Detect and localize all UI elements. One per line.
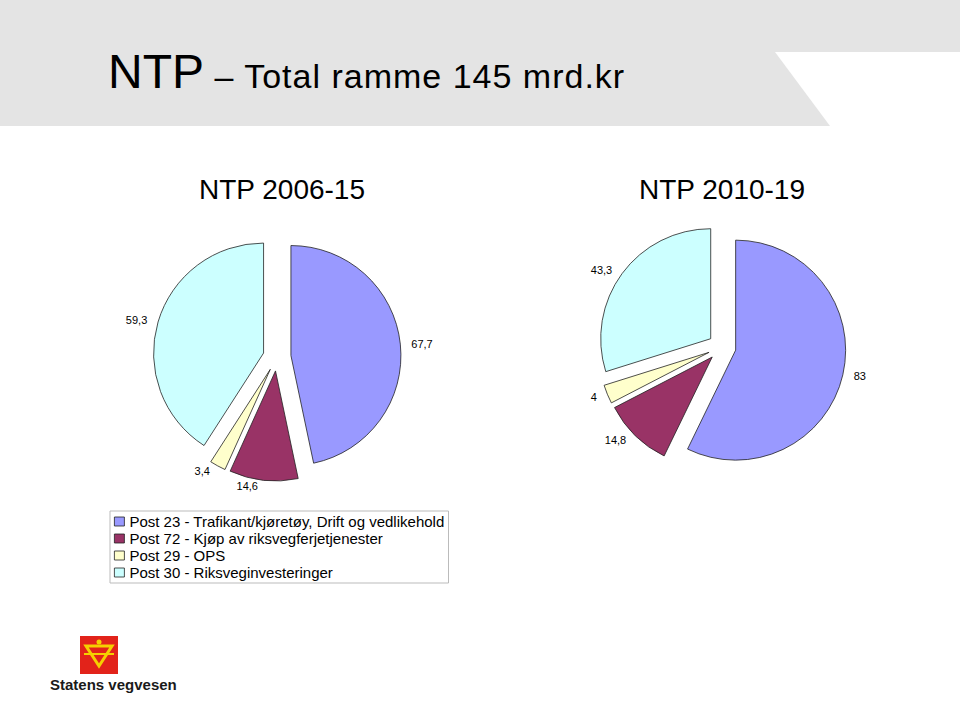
svg-text:3,4: 3,4 [195, 465, 210, 477]
svg-text:NTP 2006-15: NTP 2006-15 [199, 174, 365, 205]
svg-text:Post 30 - Riksveginvesteringer: Post 30 - Riksveginvesteringer [129, 564, 332, 581]
svg-text:Post 23 - Trafikant/kjøretøy,: Post 23 - Trafikant/kjøretøy, Drift og v… [129, 513, 444, 530]
svg-text:43,3: 43,3 [591, 264, 612, 276]
svg-text:4: 4 [591, 391, 597, 403]
svg-text:59,3: 59,3 [126, 314, 147, 326]
html-text:Statens vegvesen: Statens vegvesen [50, 676, 177, 693]
svg-text:14,8: 14,8 [605, 434, 626, 446]
svg-text:Post 72 - Kjøp av riksvegferje: Post 72 - Kjøp av riksvegferjetjenester [129, 530, 382, 547]
html-text:NTP– Total ramme 145 mrd.kr: NTP– Total ramme 145 mrd.kr [108, 45, 626, 98]
svg-text:Post 29 - OPS: Post 29 - OPS [129, 547, 225, 564]
svg-text:14,6: 14,6 [237, 480, 258, 492]
svg-text:83: 83 [854, 370, 866, 382]
svg-text:67,7: 67,7 [411, 338, 432, 350]
svg-text:NTP 2010-19: NTP 2010-19 [639, 174, 805, 205]
